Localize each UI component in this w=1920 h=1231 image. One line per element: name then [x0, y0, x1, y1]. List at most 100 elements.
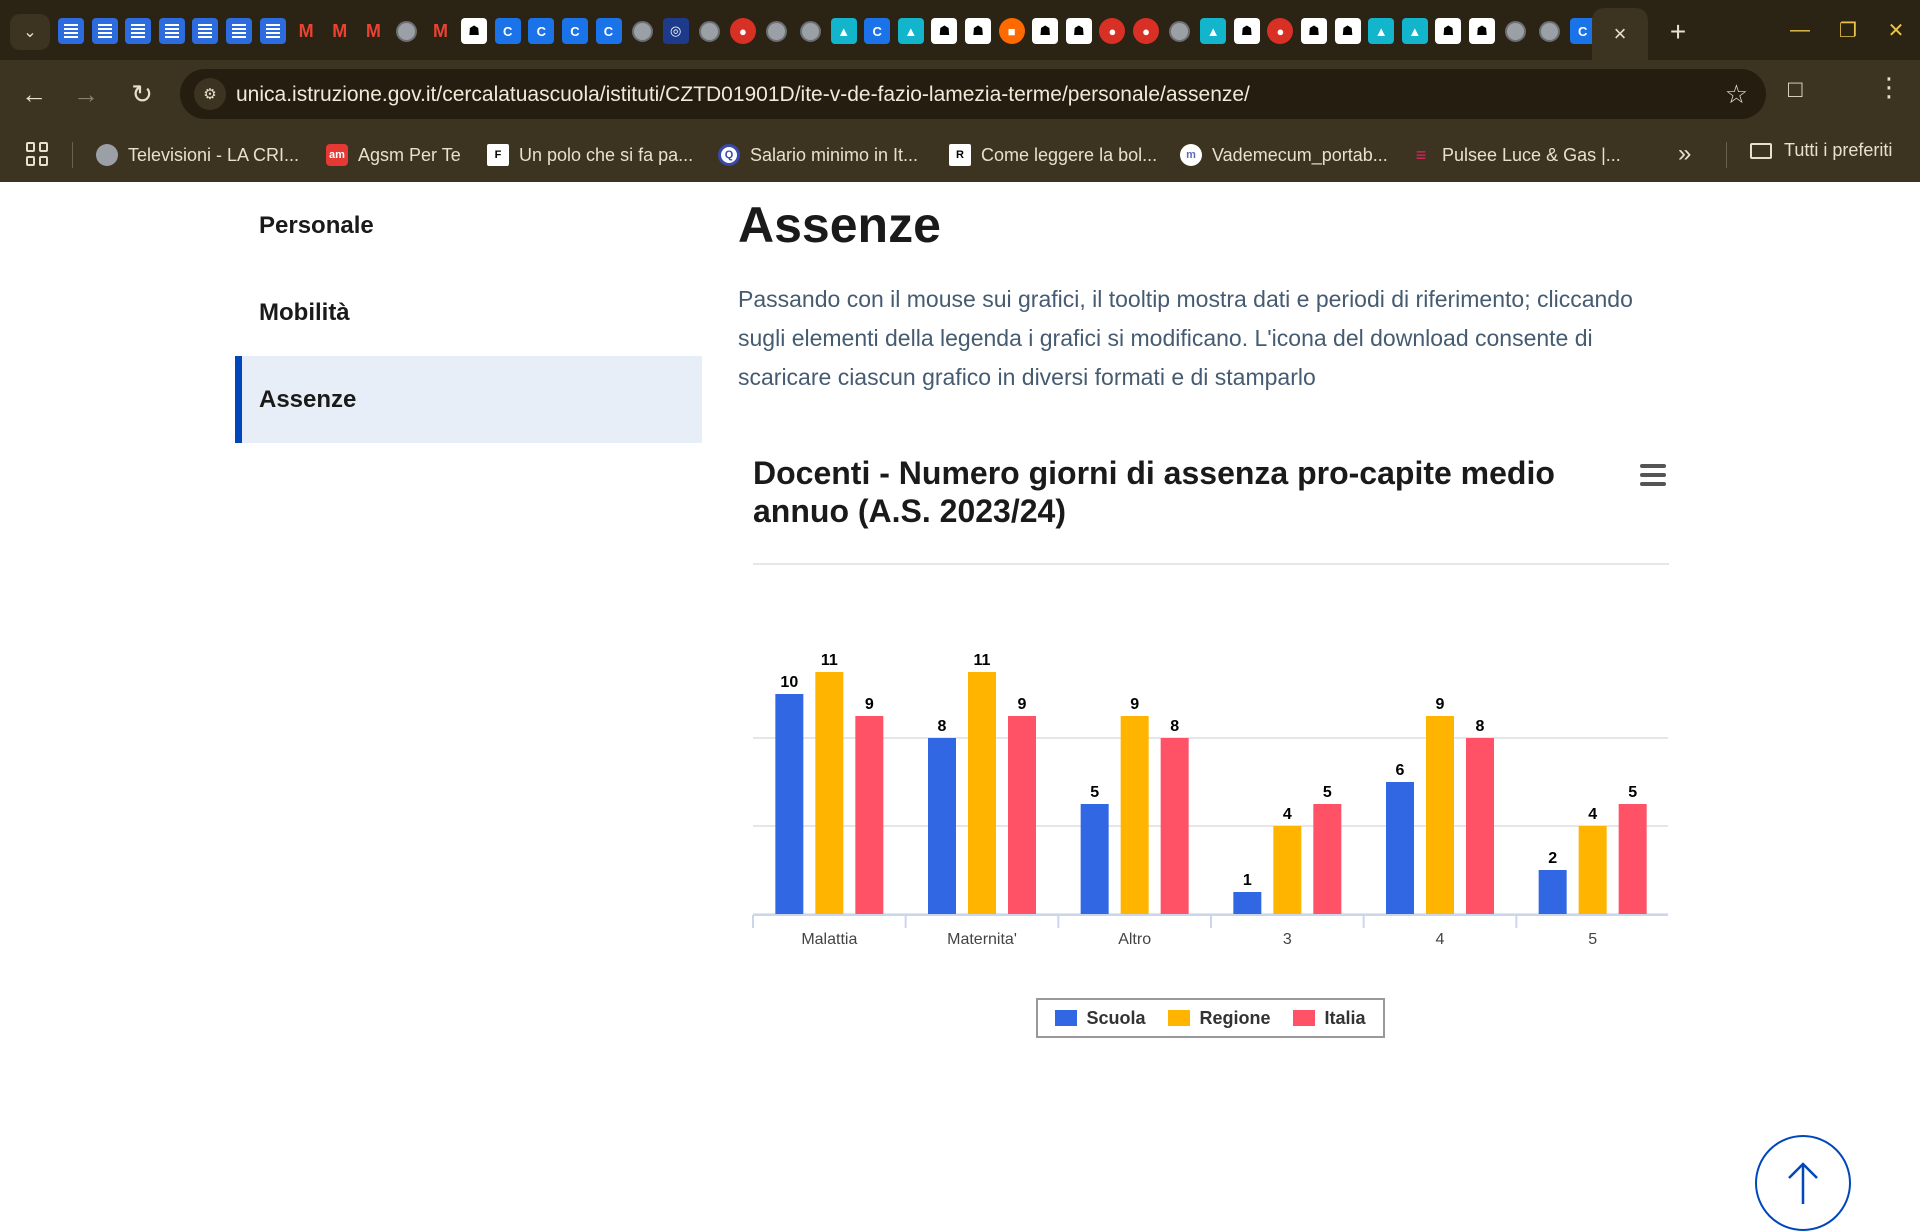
bar-scuola — [1233, 892, 1262, 914]
close-icon[interactable]: × — [1613, 21, 1627, 46]
page-title: Assenze — [738, 197, 941, 253]
tab-favicon-blue-icon[interactable]: C — [864, 18, 891, 44]
bar-italia — [1160, 738, 1189, 914]
m-icon: m — [1180, 144, 1202, 166]
tab-favicon-navy-icon[interactable]: ◎ — [662, 18, 689, 44]
minimize-icon[interactable]: — — [1790, 18, 1810, 41]
back-icon[interactable]: ← — [21, 78, 47, 109]
extensions-icon[interactable]: □ — [1788, 76, 1803, 103]
tab-favicon-white-icon[interactable]: ☗ — [1435, 18, 1462, 44]
tab-favicon-globe-icon[interactable] — [394, 18, 420, 44]
tab-favicon-white-icon[interactable]: ☗ — [1032, 18, 1059, 44]
bar-scuola — [775, 694, 804, 914]
tab-favicon-globe-icon[interactable] — [797, 18, 823, 44]
tab-favicon-blue-icon[interactable]: C — [595, 18, 622, 44]
new-tab-button[interactable]: + — [1669, 16, 1687, 47]
address-bar[interactable]: ⚙ unica.istruzione.gov.it/cercalatuascuo… — [180, 69, 1766, 119]
url-text[interactable]: unica.istruzione.gov.it/cercalatuascuola… — [236, 83, 1250, 106]
tab-favicon-white-icon[interactable]: ☗ — [461, 18, 488, 44]
tab-favicon-doc-icon[interactable] — [58, 18, 84, 44]
active-tab[interactable]: × — [1592, 8, 1648, 60]
sidebar-item-mobilita[interactable]: Mobilità — [235, 269, 702, 356]
bar-regione — [1426, 716, 1454, 914]
tab-favicon-globe-icon[interactable] — [763, 18, 789, 44]
tab-favicon-teal-icon[interactable]: ▲ — [1200, 18, 1227, 44]
window-close-icon[interactable]: ✕ — [1887, 19, 1905, 42]
tab-favicon-red-icon[interactable]: ● — [1133, 18, 1159, 44]
sidebar-item-assenze[interactable]: Assenze — [235, 356, 702, 443]
tab-favicon-white-icon[interactable]: ☗ — [1233, 18, 1260, 44]
all-bookmarks-folder[interactable]: Tutti i preferiti — [1750, 140, 1892, 161]
tab-favicon-red-icon[interactable]: ● — [729, 18, 756, 44]
legend-item-italia[interactable]: Italia — [1293, 1007, 1366, 1029]
x-tick-label: Maternita' — [947, 931, 1017, 948]
tab-favicon-doc-icon[interactable] — [192, 18, 219, 44]
legend-swatch — [1293, 1010, 1316, 1026]
tab-favicon-red-icon[interactable]: ● — [1267, 18, 1294, 44]
tab-favicon-mail-icon[interactable]: M — [433, 20, 449, 41]
tab-favicon-globe-icon[interactable] — [1503, 18, 1529, 44]
chevron-down-icon: ⌄ — [23, 24, 37, 41]
apps-grid-icon[interactable] — [26, 142, 50, 166]
legend-item-scuola[interactable]: Scuola — [1055, 1008, 1146, 1029]
scroll-to-top-button[interactable] — [1755, 1135, 1851, 1231]
bookmark-pulsee[interactable]: ≡ Pulsee Luce & Gas |... — [1410, 140, 1621, 170]
tab-favicon-white-icon[interactable]: ☗ — [1065, 18, 1092, 44]
tab-favicon-orange-icon[interactable]: ■ — [998, 18, 1025, 44]
tab-favicon-blue-icon[interactable]: C — [528, 18, 555, 44]
tab-favicon-globe-icon[interactable] — [696, 18, 722, 44]
tab-favicon-mail-icon[interactable]: M — [365, 20, 381, 41]
tab-favicon-mail-icon[interactable]: M — [332, 20, 348, 41]
browser-menu-icon[interactable]: ⋮ — [1876, 72, 1902, 102]
tab-favicon-globe-icon[interactable] — [629, 18, 655, 44]
tab-favicon-white-icon[interactable]: ☗ — [931, 18, 958, 44]
tab-favicon-white-icon[interactable]: ☗ — [1300, 18, 1327, 44]
bookmark-salario[interactable]: Q Salario minimo in It... — [718, 140, 918, 170]
tab-favicon-doc-icon[interactable] — [91, 18, 118, 44]
tab-favicon-doc-icon[interactable] — [225, 18, 252, 44]
tab-favicon-blue-icon[interactable]: C — [561, 18, 588, 44]
bar-regione — [968, 672, 996, 914]
tab-favicon-teal-icon[interactable]: ▲ — [1368, 18, 1395, 44]
tab-favicon-red-icon[interactable]: ● — [1099, 18, 1126, 44]
x-tick-label: Malattia — [801, 931, 857, 948]
bookmark-agsm[interactable]: am Agsm Per Te — [326, 140, 461, 170]
data-label: 4 — [1283, 806, 1292, 823]
chart-title: Docenti - Numero giorni di assenza pro-c… — [753, 455, 1555, 529]
bookmark-vademecum[interactable]: m Vademecum_portab... — [1180, 140, 1388, 170]
bookmark-label: Agsm Per Te — [358, 144, 461, 165]
tab-favicon-globe-icon[interactable] — [1167, 18, 1193, 44]
bookmark-come-leggere[interactable]: R Come leggere la bol... — [949, 140, 1157, 170]
bookmark-un-polo[interactable]: F Un polo che si fa pa... — [487, 140, 693, 170]
tab-favicon-white-icon[interactable]: ☗ — [965, 18, 992, 44]
tab-favicon-blue-icon[interactable]: C — [1569, 18, 1596, 44]
tab-favicon-doc-icon[interactable] — [259, 18, 286, 44]
forward-icon[interactable]: → — [73, 78, 99, 109]
tab-favicon-blue-icon[interactable]: C — [494, 18, 521, 44]
data-label: 5 — [1628, 784, 1637, 801]
tab-favicon-teal-icon[interactable]: ▲ — [830, 18, 857, 44]
bar-scuola — [1080, 804, 1109, 914]
data-label: 2 — [1548, 850, 1557, 867]
tab-favicon-globe-icon[interactable] — [1536, 18, 1562, 44]
chart-menu-icon[interactable] — [1640, 464, 1666, 486]
tab-favicon-white-icon[interactable]: ☗ — [1334, 18, 1361, 44]
data-label: 9 — [1436, 696, 1445, 713]
more-bookmarks-icon[interactable]: » — [1678, 140, 1692, 167]
tab-favicon-doc-icon[interactable] — [125, 18, 152, 44]
tab-favicon-mail-icon[interactable]: M — [298, 20, 314, 41]
restore-icon[interactable]: ❐ — [1839, 19, 1857, 42]
tab-favicon-teal-icon[interactable]: ▲ — [897, 18, 924, 44]
reload-icon[interactable]: ↻ — [131, 78, 153, 109]
legend-label: Italia — [1324, 1007, 1366, 1028]
bookmark-televisioni[interactable]: Televisioni - LA CRI... — [96, 140, 299, 170]
data-label: 6 — [1396, 762, 1405, 779]
tab-search-button[interactable]: ⌄ — [10, 14, 50, 50]
tab-favicon-teal-icon[interactable]: ▲ — [1401, 18, 1428, 44]
legend-item-regione[interactable]: Regione — [1168, 1008, 1271, 1029]
tab-favicon-white-icon[interactable]: ☗ — [1468, 18, 1495, 44]
sidebar-item-personale[interactable]: Personale — [235, 182, 702, 269]
site-info-icon[interactable]: ⚙ — [194, 78, 226, 110]
bookmark-star-icon[interactable]: ☆ — [1724, 79, 1748, 109]
tab-favicon-doc-icon[interactable] — [158, 18, 185, 44]
